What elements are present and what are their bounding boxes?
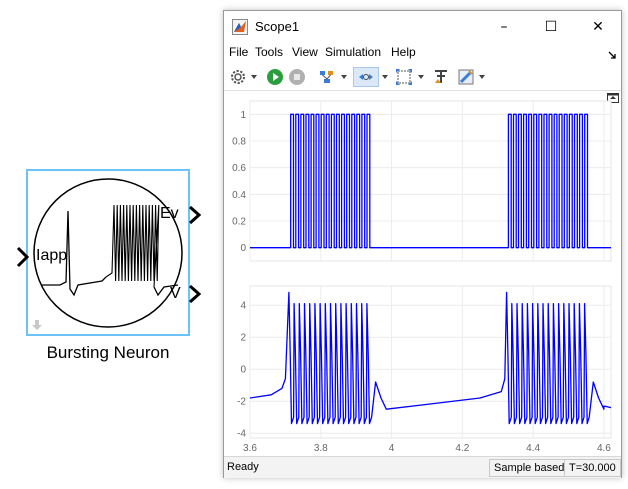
x-tick-label: 4.6 xyxy=(597,443,611,454)
autoscale-icon[interactable] xyxy=(395,68,413,86)
title-bar[interactable]: Scope1 – ☐ ✕ xyxy=(224,11,621,43)
bursting-neuron-block[interactable]: Ev V Iapp xyxy=(26,169,202,336)
y-tick-label: 4 xyxy=(240,301,246,312)
maximize-button[interactable]: ☐ xyxy=(544,19,558,35)
menu-bar: File Tools View Simulation Help xyxy=(224,43,621,63)
gear-icon[interactable] xyxy=(230,69,246,85)
y-tick-label: 0.2 xyxy=(232,217,246,228)
down-arrow-icon xyxy=(32,320,42,330)
close-button[interactable]: ✕ xyxy=(592,19,604,35)
y-tick-label: 0.4 xyxy=(232,190,246,201)
y-tick-label: 2 xyxy=(240,333,246,344)
port-arrow-iapp xyxy=(16,246,30,268)
stop-icon[interactable] xyxy=(288,68,306,86)
port-arrow-ev xyxy=(189,205,202,225)
menu-simulation[interactable]: Simulation xyxy=(325,45,382,59)
style-icon[interactable] xyxy=(457,68,475,86)
axes-1-frame xyxy=(249,100,612,262)
scope-plots[interactable]: 0 0.2 0.4 0.6 0.8 1 -4 -2 0 2 4 3.6 3.8 4 4.2 4.4 4.6 xyxy=(224,91,621,457)
simulation-time-indicator: T=30.000 xyxy=(564,459,621,477)
status-text: Ready xyxy=(227,461,259,473)
x-tick-label: 4.2 xyxy=(455,443,469,454)
port-arrow-v xyxy=(189,284,202,304)
chevron-down-icon[interactable] xyxy=(418,75,424,79)
input-port-iapp-label: Iapp xyxy=(36,247,68,264)
y-tick-label: -4 xyxy=(237,429,246,440)
menu-file[interactable]: File xyxy=(229,45,249,59)
window-title: Scope1 xyxy=(255,19,300,34)
y-tick-label: 0 xyxy=(240,243,246,254)
cursor-measure-icon[interactable] xyxy=(432,68,450,86)
zoom-icon xyxy=(359,74,373,80)
signal-selector-icon[interactable] xyxy=(318,68,336,86)
y-tick-label: 0.6 xyxy=(232,163,246,174)
output-port-ev-label: Ev xyxy=(160,205,179,222)
y-tick-label: 0.8 xyxy=(232,137,246,148)
y-tick-label: -2 xyxy=(237,397,246,408)
undock-icon[interactable] xyxy=(607,93,619,103)
sample-mode-indicator: Sample based xyxy=(489,459,570,477)
x-tick-label: 3.8 xyxy=(314,443,328,454)
scope-window: Scope1 – ☐ ✕ File Tools View Simulation … xyxy=(223,10,622,478)
y-tick-label: 0 xyxy=(240,365,246,376)
run-icon[interactable] xyxy=(266,68,284,86)
neuron-icon xyxy=(33,178,183,328)
toolbar xyxy=(224,64,621,90)
menu-dock-icon[interactable] xyxy=(608,51,616,59)
series-line-1 xyxy=(250,113,611,249)
chevron-down-icon[interactable] xyxy=(382,75,388,79)
minimize-button[interactable]: – xyxy=(500,19,508,35)
chevron-down-icon[interactable] xyxy=(479,75,485,79)
x-tick-label: 4.4 xyxy=(526,443,540,454)
block-caption: Bursting Neuron xyxy=(46,343,170,362)
zoom-button[interactable] xyxy=(353,67,379,87)
plot-area: 0 0.2 0.4 0.6 0.8 1 -4 -2 0 2 4 3.6 3.8 4 4.2 4.4 4.6 xyxy=(224,90,621,457)
menu-view[interactable]: View xyxy=(292,45,318,59)
x-tick-label: 4 xyxy=(389,443,395,454)
series-line-2 xyxy=(249,291,612,425)
menu-tools[interactable]: Tools xyxy=(255,45,284,59)
menu-help[interactable]: Help xyxy=(391,45,416,59)
status-bar: Ready Sample based T=30.000 xyxy=(224,456,621,478)
chevron-down-icon[interactable] xyxy=(341,75,347,79)
chevron-down-icon[interactable] xyxy=(251,75,257,79)
y-tick-label: 1 xyxy=(240,110,246,121)
matlab-icon xyxy=(232,19,248,35)
x-tick-label: 3.6 xyxy=(243,443,257,454)
output-port-v-label: V xyxy=(170,285,181,302)
